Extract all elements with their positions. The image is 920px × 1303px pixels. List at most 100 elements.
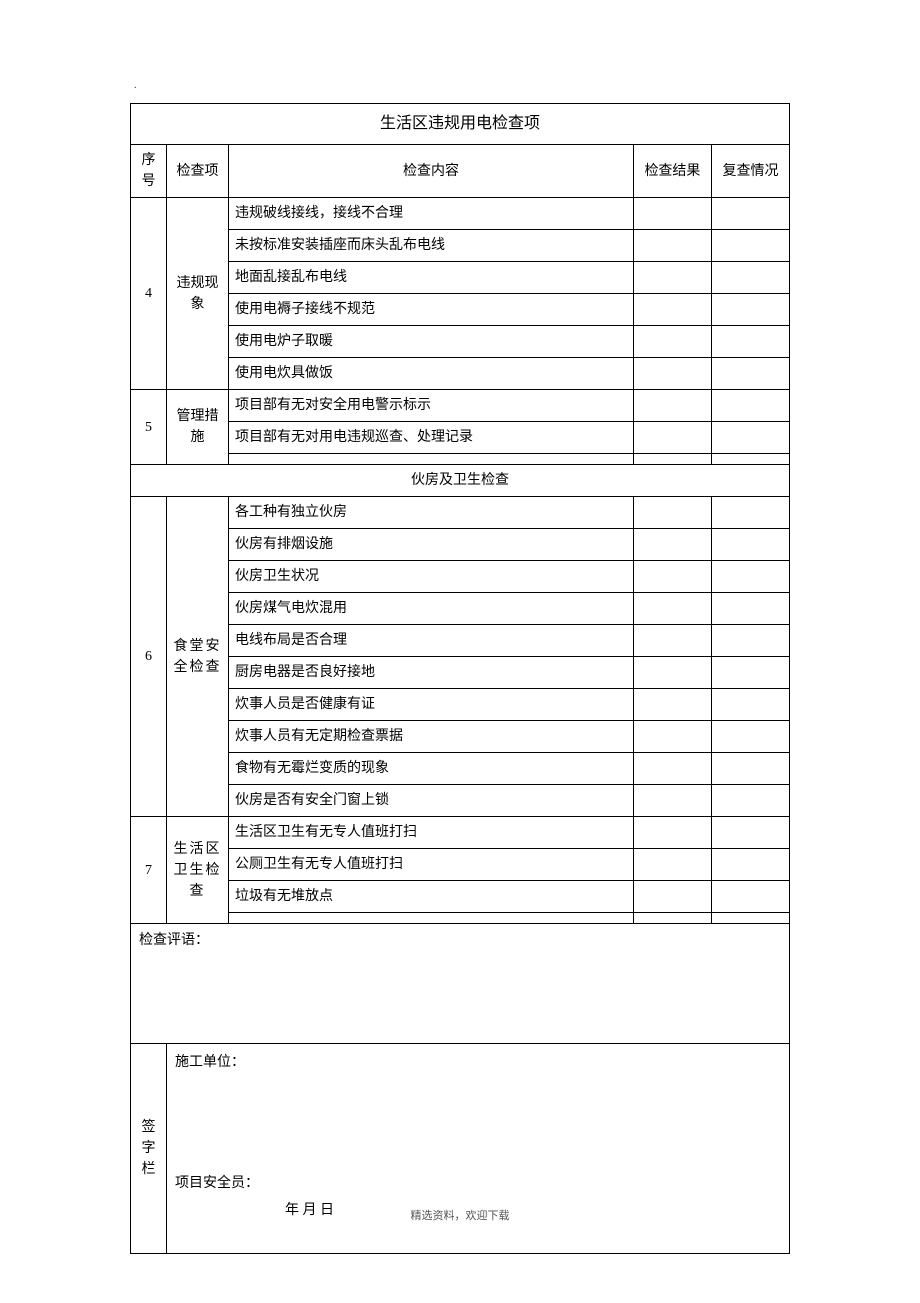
result-cell bbox=[633, 198, 711, 230]
table-row: 使用电炊具做饭 bbox=[131, 358, 790, 390]
table-row: 项目部有无对用电违规巡查、处理记录 bbox=[131, 422, 790, 454]
review-cell bbox=[711, 497, 789, 529]
table-row: 公厕卫生有无专人值班打扫 bbox=[131, 849, 790, 881]
sign-unit: 施工单位： bbox=[175, 1052, 781, 1073]
result-cell bbox=[633, 817, 711, 849]
result-cell bbox=[633, 358, 711, 390]
table-row: 炊事人员是否健康有证 bbox=[131, 689, 790, 721]
table-row: 7 生活区卫生检查 生活区卫生有无专人值班打扫 bbox=[131, 817, 790, 849]
seq-6: 6 bbox=[131, 497, 167, 817]
review-cell bbox=[711, 390, 789, 422]
review-cell bbox=[711, 230, 789, 262]
section1-title: 生活区违规用电检查项 bbox=[131, 104, 790, 145]
content-cell: 违规破线接线，接线不合理 bbox=[229, 198, 634, 230]
content-cell: 地面乱接乱布电线 bbox=[229, 262, 634, 294]
review-cell bbox=[711, 625, 789, 657]
sign-officer: 项目安全员： bbox=[175, 1173, 781, 1194]
content-cell: 使用电褥子接线不规范 bbox=[229, 294, 634, 326]
content-cell bbox=[229, 913, 634, 924]
result-cell bbox=[633, 913, 711, 924]
content-cell: 伙房煤气电炊混用 bbox=[229, 593, 634, 625]
result-cell bbox=[633, 721, 711, 753]
review-cell bbox=[711, 198, 789, 230]
review-cell bbox=[711, 913, 789, 924]
table-row: 厨房电器是否良好接地 bbox=[131, 657, 790, 689]
table-row: 未按标准安装插座而床头乱布电线 bbox=[131, 230, 790, 262]
content-cell: 电线布局是否合理 bbox=[229, 625, 634, 657]
result-cell bbox=[633, 625, 711, 657]
header-review: 复查情况 bbox=[711, 145, 789, 198]
section2-title-row: 伙房及卫生检查 bbox=[131, 465, 790, 497]
review-cell bbox=[711, 454, 789, 465]
result-cell bbox=[633, 497, 711, 529]
result-cell bbox=[633, 454, 711, 465]
table-row: 使用电炉子取暖 bbox=[131, 326, 790, 358]
table-row: 伙房是否有安全门窗上锁 bbox=[131, 785, 790, 817]
top-mark: . bbox=[134, 80, 790, 91]
content-cell: 厨房电器是否良好接地 bbox=[229, 657, 634, 689]
table-row bbox=[131, 454, 790, 465]
table-row: 地面乱接乱布电线 bbox=[131, 262, 790, 294]
result-cell bbox=[633, 326, 711, 358]
review-cell bbox=[711, 561, 789, 593]
table-row: 伙房有排烟设施 bbox=[131, 529, 790, 561]
review-cell bbox=[711, 529, 789, 561]
review-cell bbox=[711, 849, 789, 881]
item-4: 违规现象 bbox=[167, 198, 229, 390]
review-cell bbox=[711, 262, 789, 294]
content-cell: 食物有无霉烂变质的现象 bbox=[229, 753, 634, 785]
table-row: 4 违规现象 违规破线接线，接线不合理 bbox=[131, 198, 790, 230]
content-cell: 伙房有排烟设施 bbox=[229, 529, 634, 561]
header-seq: 序号 bbox=[131, 145, 167, 198]
header-item: 检查项 bbox=[167, 145, 229, 198]
result-cell bbox=[633, 422, 711, 454]
item-7: 生活区卫生检查 bbox=[167, 817, 229, 924]
content-cell: 生活区卫生有无专人值班打扫 bbox=[229, 817, 634, 849]
table-row: 伙房煤气电炊混用 bbox=[131, 593, 790, 625]
review-cell bbox=[711, 657, 789, 689]
table-row: 使用电褥子接线不规范 bbox=[131, 294, 790, 326]
table-row: 食物有无霉烂变质的现象 bbox=[131, 753, 790, 785]
content-cell: 使用电炉子取暖 bbox=[229, 326, 634, 358]
result-cell bbox=[633, 561, 711, 593]
result-cell bbox=[633, 529, 711, 561]
header-row: 序号 检查项 检查内容 检查结果 复查情况 bbox=[131, 145, 790, 198]
result-cell bbox=[633, 262, 711, 294]
review-cell bbox=[711, 689, 789, 721]
content-cell: 公厕卫生有无专人值班打扫 bbox=[229, 849, 634, 881]
content-cell: 炊事人员有无定期检查票据 bbox=[229, 721, 634, 753]
content-cell: 使用电炊具做饭 bbox=[229, 358, 634, 390]
table-row: 电线布局是否合理 bbox=[131, 625, 790, 657]
content-cell: 炊事人员是否健康有证 bbox=[229, 689, 634, 721]
result-cell bbox=[633, 753, 711, 785]
table-row bbox=[131, 913, 790, 924]
header-result: 检查结果 bbox=[633, 145, 711, 198]
table-row: 5 管理措施 项目部有无对安全用电警示标示 bbox=[131, 390, 790, 422]
item-6: 食堂安全检查 bbox=[167, 497, 229, 817]
result-cell bbox=[633, 657, 711, 689]
section1-title-row: 生活区违规用电检查项 bbox=[131, 104, 790, 145]
inspection-table: 生活区违规用电检查项 序号 检查项 检查内容 检查结果 复查情况 4 违规现象 … bbox=[130, 103, 790, 1254]
seq-7: 7 bbox=[131, 817, 167, 924]
table-row: 伙房卫生状况 bbox=[131, 561, 790, 593]
table-row: 炊事人员有无定期检查票据 bbox=[131, 721, 790, 753]
review-cell bbox=[711, 721, 789, 753]
content-cell: 垃圾有无堆放点 bbox=[229, 881, 634, 913]
seq-4: 4 bbox=[131, 198, 167, 390]
content-cell: 伙房卫生状况 bbox=[229, 561, 634, 593]
review-cell bbox=[711, 817, 789, 849]
content-cell: 项目部有无对安全用电警示标示 bbox=[229, 390, 634, 422]
review-cell bbox=[711, 294, 789, 326]
header-content: 检查内容 bbox=[229, 145, 634, 198]
content-cell bbox=[229, 454, 634, 465]
content-cell: 各工种有独立伙房 bbox=[229, 497, 634, 529]
result-cell bbox=[633, 881, 711, 913]
table-row: 垃圾有无堆放点 bbox=[131, 881, 790, 913]
review-cell bbox=[711, 881, 789, 913]
content-cell: 伙房是否有安全门窗上锁 bbox=[229, 785, 634, 817]
result-cell bbox=[633, 390, 711, 422]
table-row: 6 食堂安全检查 各工种有独立伙房 bbox=[131, 497, 790, 529]
comment-row: 检查评语： bbox=[131, 924, 790, 1044]
review-cell bbox=[711, 593, 789, 625]
review-cell bbox=[711, 785, 789, 817]
